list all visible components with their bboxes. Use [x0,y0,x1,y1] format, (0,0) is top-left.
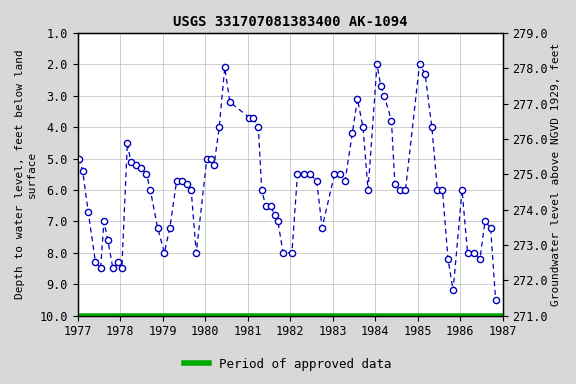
Point [457,187,467,193]
Point [470,250,479,256]
Point [373,61,382,68]
Point [278,250,287,256]
Point [254,124,263,130]
Point [123,140,132,146]
Point [480,218,490,224]
Point [273,218,282,224]
Point [225,99,234,105]
Point [245,115,254,121]
Point [391,180,400,187]
Point [99,218,108,224]
Point [420,71,430,77]
Point [335,171,344,177]
Point [160,250,169,256]
Point [317,225,327,231]
Point [165,225,175,231]
Point [126,159,135,165]
Point [358,124,367,130]
Point [401,187,410,193]
Point [78,168,88,174]
Point [183,180,192,187]
Point [348,130,357,136]
Point [220,65,229,71]
Point [103,237,112,243]
Point [84,209,93,215]
Point [96,265,105,271]
Point [491,297,500,303]
Point [363,187,373,193]
Point [387,118,396,124]
Point [330,171,339,177]
Point [108,265,118,271]
Y-axis label: Depth to water level, feet below land
surface: Depth to water level, feet below land su… [15,50,37,299]
Point [91,259,100,265]
Point [270,212,279,218]
Point [153,225,162,231]
Point [206,156,215,162]
Point [132,162,141,168]
Point [137,165,146,171]
Point [444,256,453,262]
Point [305,171,314,177]
Point [257,187,266,193]
Point [266,203,275,209]
Point [75,156,84,162]
Point [287,250,297,256]
Point [486,225,495,231]
Point [300,171,309,177]
Y-axis label: Groundwater level above NGVD 1929, feet: Groundwater level above NGVD 1929, feet [551,43,561,306]
Point [340,177,350,184]
Point [249,115,258,121]
Point [118,265,127,271]
Point [215,124,224,130]
Point [415,61,424,68]
Point [192,250,201,256]
Point [114,259,123,265]
Point [202,156,211,162]
Title: USGS 331707081383400 AK-1094: USGS 331707081383400 AK-1094 [173,15,407,29]
Point [376,83,385,89]
Point [312,177,321,184]
Point [146,187,155,193]
Point [463,250,472,256]
Point [210,162,219,168]
Point [172,177,181,184]
Point [353,96,362,102]
Point [177,177,187,184]
Point [449,287,458,293]
Point [293,171,302,177]
Point [187,187,196,193]
Point [438,187,447,193]
Point [261,203,270,209]
Legend: Period of approved data: Period of approved data [179,353,397,376]
Point [395,187,404,193]
Point [475,256,484,262]
Point [433,187,442,193]
Point [380,93,389,99]
Point [427,124,437,130]
Point [142,171,151,177]
